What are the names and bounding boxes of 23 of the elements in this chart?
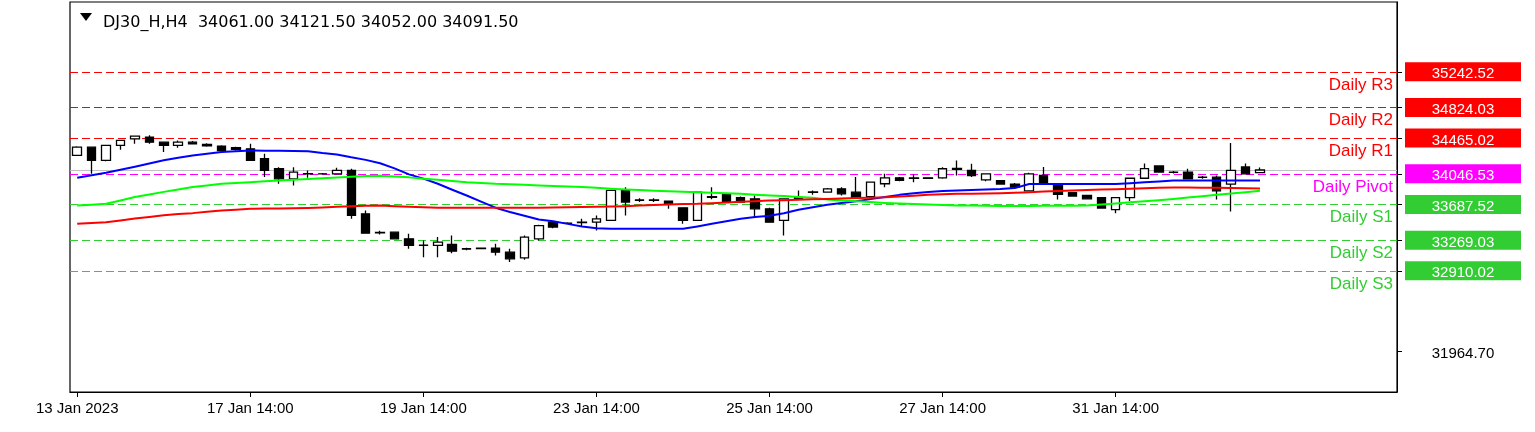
y-tick-label: 34824.03	[1431, 99, 1495, 117]
ref-line-label: Daily Pivot	[1312, 176, 1394, 196]
ref-line-label: Daily R2	[1328, 110, 1393, 130]
x-tick-label: 25 Jan 14:00	[726, 399, 813, 416]
y-tick-label: 33687.52	[1431, 196, 1495, 214]
x-tick-label: 31 Jan 14:00	[1072, 399, 1160, 416]
x-tick-label: 13 Jan 2023	[35, 399, 119, 416]
y-tick-label: 32910.02	[1431, 263, 1495, 281]
ref-line-label: Daily S3	[1329, 273, 1393, 293]
y-tick-label: 35242.52	[1431, 64, 1495, 82]
x-tick-label: 23 Jan 14:00	[553, 399, 640, 416]
y-tick-label: 33269.03	[1431, 232, 1495, 250]
y-tick-label: 34046.53	[1431, 166, 1495, 184]
ref-line-label: Daily S2	[1329, 243, 1393, 263]
x-tick-label: 17 Jan 14:00	[206, 399, 294, 416]
x-tick-label: 19 Jan 14:00	[380, 399, 467, 416]
ref-line-label: Daily R3	[1328, 74, 1393, 94]
y-tick-label: 31964.70	[1431, 343, 1495, 361]
ref-line-label: Daily R1	[1328, 141, 1393, 161]
x-tick-label: 27 Jan 14:00	[899, 399, 987, 416]
text: DJ30_H,H4 34061.00 34121.50 34052.00 34091.50	[103, 11, 519, 32]
ref-line-label: Daily S1	[1329, 207, 1393, 227]
y-tick-label: 34465.02	[1431, 130, 1495, 148]
